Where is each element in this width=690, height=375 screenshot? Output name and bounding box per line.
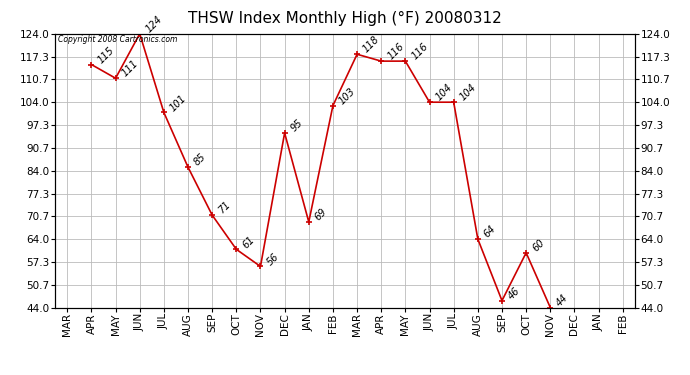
Text: 95: 95 [289, 118, 305, 134]
Text: 61: 61 [241, 234, 257, 250]
Text: 56: 56 [265, 251, 281, 267]
Text: THSW Index Monthly High (°F) 20080312: THSW Index Monthly High (°F) 20080312 [188, 11, 502, 26]
Text: 104: 104 [458, 82, 478, 103]
Text: 46: 46 [506, 285, 522, 301]
Text: 85: 85 [193, 152, 208, 168]
Text: 115: 115 [96, 45, 116, 65]
Text: 104: 104 [434, 82, 454, 103]
Text: 71: 71 [217, 200, 233, 216]
Text: 116: 116 [410, 41, 430, 62]
Text: 124: 124 [144, 14, 164, 34]
Text: 118: 118 [362, 34, 382, 55]
Text: 60: 60 [531, 237, 546, 254]
Text: 103: 103 [337, 86, 357, 106]
Text: Copyright 2008 Cartronics.com: Copyright 2008 Cartronics.com [58, 35, 177, 44]
Text: 101: 101 [168, 93, 188, 113]
Text: 111: 111 [120, 58, 140, 79]
Text: 116: 116 [386, 41, 406, 62]
Text: 64: 64 [482, 224, 498, 240]
Text: 69: 69 [313, 207, 329, 223]
Text: 44: 44 [555, 292, 571, 308]
